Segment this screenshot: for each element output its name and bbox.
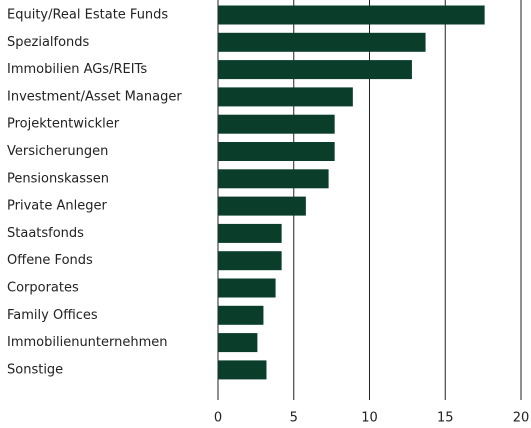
bar [218, 5, 485, 25]
y-tick-label: Sonstige [7, 362, 63, 377]
y-tick-label: Immobilien AGs/REITs [7, 62, 147, 77]
bar [218, 60, 412, 80]
bar [218, 114, 335, 134]
y-tick-label: Equity/Real Estate Funds [7, 8, 168, 23]
y-tick-label: Immobilienunternehmen [7, 335, 168, 350]
y-tick-label: Versicherungen [7, 144, 108, 159]
bar [218, 87, 353, 107]
x-tick-label: 5 [290, 411, 298, 426]
y-tick-label: Corporates [7, 281, 79, 296]
bar [218, 196, 306, 216]
y-tick-label: Projektentwickler [7, 117, 120, 132]
bar [218, 278, 276, 298]
bar [218, 251, 282, 271]
bar [218, 305, 264, 325]
y-tick-label: Family Offices [7, 308, 98, 323]
bar [218, 142, 335, 161]
x-tick-label: 0 [214, 411, 222, 426]
y-tick-label: Staatsfonds [7, 226, 84, 241]
x-tick-label: 15 [437, 411, 454, 426]
bar [218, 360, 267, 380]
bar [218, 169, 329, 189]
x-tick-label: 20 [513, 411, 530, 426]
bar [218, 333, 258, 353]
y-tick-label: Offene Fonds [7, 253, 93, 268]
y-tick-label: Investment/Asset Manager [7, 89, 182, 104]
x-tick-label: 10 [361, 411, 378, 426]
bar [218, 32, 426, 52]
y-tick-label: Spezialfonds [7, 35, 90, 50]
y-tick-label: Pensionskassen [7, 171, 109, 186]
y-tick-label: Private Anleger [7, 199, 107, 214]
bar [218, 223, 282, 243]
